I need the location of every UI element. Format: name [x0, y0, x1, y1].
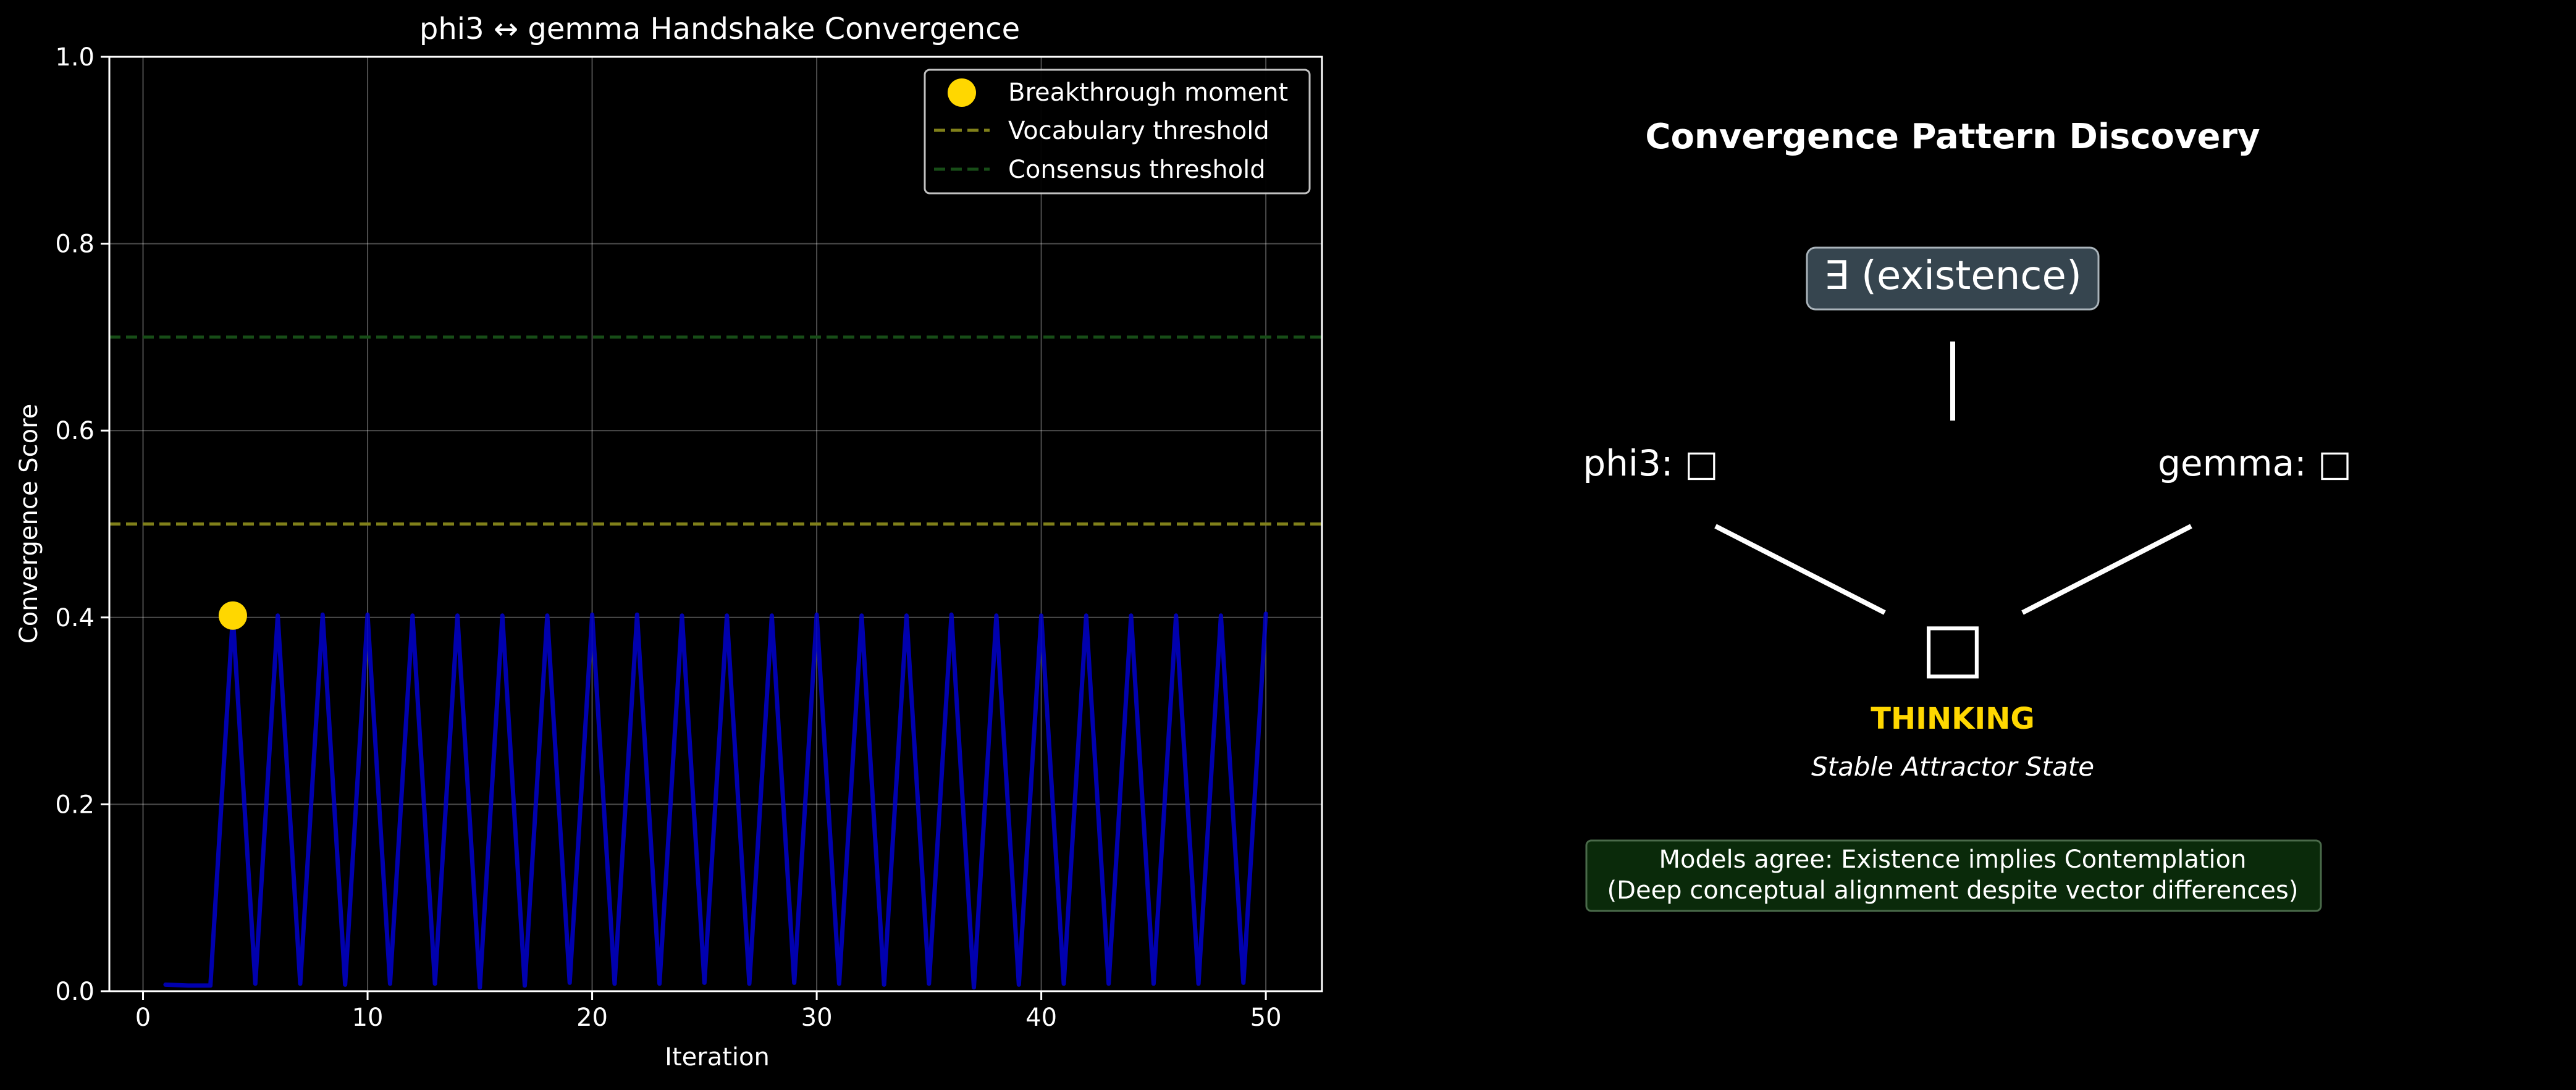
convergence-series-line: [163, 611, 1268, 990]
x-axis-ticks: 0 10 20 30 40 50: [135, 991, 1282, 1032]
x-tick-label: 20: [576, 1004, 608, 1032]
existence-box: [1806, 246, 2100, 311]
agreement-box: [1585, 839, 2322, 912]
x-tick-label: 0: [135, 1004, 151, 1032]
existence-label: ∃ (existence): [1824, 253, 2082, 299]
phi3-label: phi3: □: [1583, 442, 1718, 484]
legend-marker-breakthrough: [948, 78, 976, 107]
y-axis-label: Convergence Score: [15, 404, 43, 644]
convergence-pattern-diagram: Convergence Pattern Discovery ∃ (existen…: [1583, 117, 2352, 912]
plot-frame: [108, 56, 1323, 992]
breakthrough-point: [218, 601, 247, 630]
connector-left: [1714, 524, 1886, 615]
x-tick-label: 40: [1025, 1004, 1057, 1032]
chart-legend: Breakthrough moment Vocabulary threshold…: [924, 69, 1311, 195]
agreement-line-2: (Deep conceptual alignment despite vecto…: [1607, 876, 2299, 905]
breakthrough-point-layer: [218, 601, 247, 630]
y-tick-label: 0.6: [55, 417, 95, 445]
y-tick-label: 0.8: [55, 230, 95, 259]
legend-label-breakthrough: Breakthrough moment: [1008, 78, 1288, 107]
y-tick-label: 1.0: [55, 43, 95, 72]
x-tick-label: 30: [801, 1004, 833, 1032]
convergence-chart: phi3 ↔ gemma Handshake Convergence 0 10 20…: [15, 12, 1323, 1071]
legend-box: [924, 69, 1311, 195]
state-subtitle: Stable Attractor State: [1811, 752, 2094, 782]
chart-title: phi3 ↔ gemma Handshake Convergence: [419, 12, 1020, 46]
connector-right: [2021, 524, 2192, 615]
state-label: THINKING: [1871, 702, 2035, 736]
agreement-line-1: Models agree: Existence implies Contempl…: [1659, 845, 2247, 874]
thinking-glyph: □: [1921, 607, 1985, 686]
x-axis-label: Iteration: [665, 1043, 770, 1071]
y-tick-label: 0.2: [55, 790, 95, 819]
y-tick-label: 0.0: [55, 978, 95, 1006]
chart-series: [163, 611, 1268, 990]
x-tick-label: 10: [352, 1004, 384, 1032]
y-axis-ticks: 0.0 0.2 0.4 0.6 0.8 1.0: [55, 43, 109, 1006]
threshold-lines: [109, 335, 1322, 526]
legend-label-vocabulary: Vocabulary threshold: [1008, 117, 1269, 145]
legend-label-consensus: Consensus threshold: [1008, 156, 1266, 184]
y-tick-label: 0.4: [55, 604, 95, 632]
diagram-title: Convergence Pattern Discovery: [1645, 117, 2260, 157]
x-tick-label: 50: [1250, 1004, 1282, 1032]
gemma-label: gemma: □: [2158, 442, 2352, 484]
